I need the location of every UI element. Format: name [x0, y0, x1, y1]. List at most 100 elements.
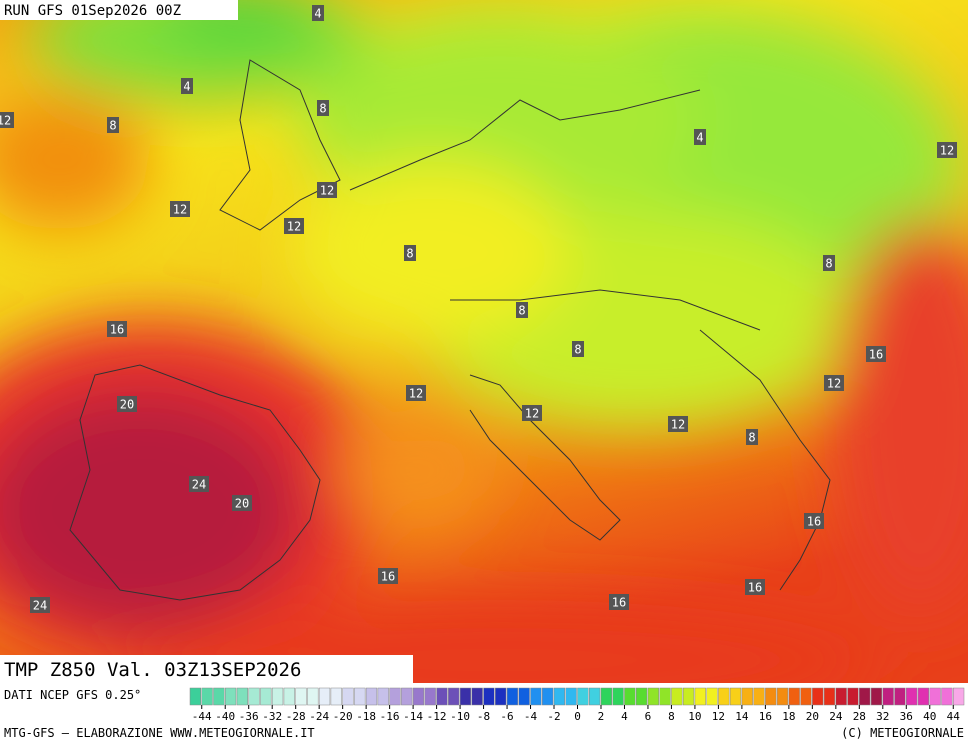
contour-label: 4	[314, 7, 321, 21]
contour-label: 16	[807, 515, 821, 529]
colorbar-label: -18	[356, 710, 376, 723]
contour-label-box	[694, 129, 706, 145]
run-box	[0, 0, 238, 20]
contour-label: 12	[0, 114, 11, 128]
colorbar-label: -10	[450, 710, 470, 723]
colorbar-label: -20	[333, 710, 353, 723]
colorbar-swatch	[682, 687, 695, 706]
contour-label-box	[746, 429, 758, 445]
colorbar-swatch	[577, 687, 589, 706]
credit-label: MTG-GFS – ELABORAZIONE WWW.METEOGIORNALE…	[4, 726, 315, 740]
contour-label-box	[609, 594, 629, 610]
colorbar-swatch	[553, 687, 566, 706]
contour-label-box	[572, 341, 584, 357]
colorbar-label: 36	[900, 710, 913, 723]
colorbar-swatch	[647, 687, 659, 706]
contour-label-box	[406, 385, 426, 401]
contour-label-box	[117, 396, 137, 412]
contour-label: 12	[173, 203, 187, 217]
contour-label: 16	[748, 581, 762, 595]
colorbar-swatch	[459, 687, 472, 706]
contour-label: 20	[120, 398, 134, 412]
contour-label-box	[232, 495, 252, 511]
contour-label-box	[824, 375, 844, 391]
colorbar-label: -16	[380, 710, 400, 723]
colorbar-swatch	[765, 687, 777, 706]
colorbar-swatch	[506, 687, 519, 706]
colorbar-swatch	[271, 687, 284, 706]
contour-label-box	[284, 218, 304, 234]
contour-label-box	[804, 513, 824, 529]
colorbar-swatch	[776, 687, 789, 706]
colorbar-swatch	[318, 687, 331, 706]
colorbar-label: -6	[500, 710, 513, 723]
contour-label-box	[312, 5, 324, 21]
colorbar-swatch	[694, 687, 706, 706]
colorbar-label: -2	[547, 710, 560, 723]
colorbar-swatch	[412, 687, 425, 706]
colorbar-swatch	[260, 687, 272, 706]
colorbar-swatch	[588, 687, 601, 706]
colorbar-label: 14	[735, 710, 749, 723]
contour-label: 12	[287, 220, 301, 234]
colorbar-swatch	[894, 687, 906, 706]
contour-label: 8	[319, 102, 326, 116]
contour-label: 12	[827, 377, 841, 391]
contour-label-box	[378, 568, 398, 584]
colorbar-label: -44	[192, 710, 212, 723]
temperature-field	[0, 0, 968, 683]
contour-label: 8	[518, 304, 525, 318]
colorbar-label: -40	[215, 710, 235, 723]
contour-label-box	[317, 182, 337, 198]
colorbar-swatch	[495, 687, 507, 706]
colorbar-label: 2	[598, 710, 605, 723]
colorbar-swatch	[847, 687, 859, 706]
colorbar-swatch	[753, 687, 765, 706]
colorbar-swatch	[565, 687, 577, 706]
contour-label: 8	[406, 247, 413, 261]
contour-label: 24	[33, 599, 47, 613]
colorbar-swatch	[917, 687, 930, 706]
contour-label: 4	[183, 80, 190, 94]
colorbar-label: 8	[668, 710, 675, 723]
colorbar-swatch	[835, 687, 847, 706]
colorbar-label: 24	[829, 710, 843, 723]
colorbar-label: -12	[427, 710, 447, 723]
colorbar-label: 4	[621, 710, 628, 723]
colorbar-swatch	[401, 687, 413, 706]
contour-label-box	[181, 78, 193, 94]
colorbar-swatch	[929, 687, 941, 706]
contour-label-box	[668, 416, 688, 432]
colorbar-swatch	[224, 687, 237, 706]
colorbar-label: 28	[853, 710, 866, 723]
colorbar-label: 0	[574, 710, 581, 723]
colorbar-label: -14	[403, 710, 423, 723]
colorbar-label: 16	[759, 710, 772, 723]
contour-label-box	[30, 597, 50, 613]
source-label: DATI NCEP GFS 0.25°	[4, 688, 141, 702]
contour-label-box	[516, 302, 528, 318]
colorbar-label: -8	[477, 710, 490, 723]
contour-label: 24	[192, 478, 206, 492]
contour-label-box	[107, 321, 127, 337]
colorbar-swatch	[870, 687, 883, 706]
contour-label: 12	[671, 418, 685, 432]
contour-label: 8	[825, 257, 832, 271]
contour-label-box	[745, 579, 765, 595]
colorbar-swatch	[307, 687, 319, 706]
colorbar-label: 12	[712, 710, 725, 723]
contour-label: 12	[940, 144, 954, 158]
colorbar-label: 32	[876, 710, 889, 723]
colorbar-swatch	[600, 687, 612, 706]
colorbar-swatch	[295, 687, 307, 706]
colorbar-swatch	[718, 687, 730, 706]
colorbar-label: 6	[645, 710, 652, 723]
contour-label: 20	[235, 497, 249, 511]
colorbar-swatch	[424, 687, 436, 706]
contour-label-box	[823, 255, 835, 271]
colorbar-swatch	[812, 687, 824, 706]
colorbar-swatch	[530, 687, 542, 706]
colorbar-label: -24	[309, 710, 329, 723]
colorbar-label: 44	[947, 710, 961, 723]
